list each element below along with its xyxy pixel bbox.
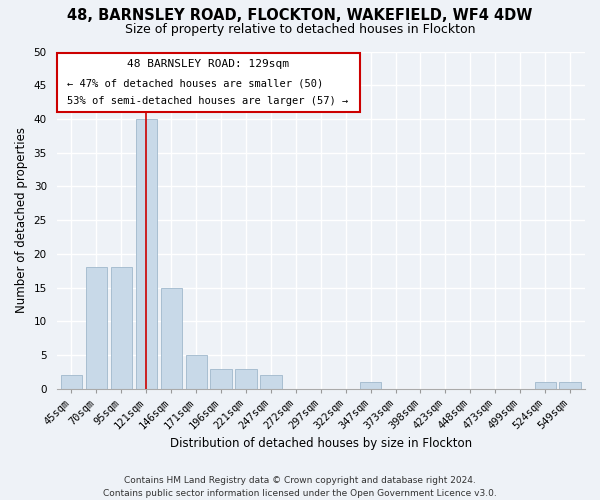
Bar [260,376,281,389]
Bar [235,368,257,389]
Bar [559,382,581,389]
Bar [535,382,556,389]
Bar [161,288,182,389]
Bar [185,355,207,389]
Bar [61,376,82,389]
Text: Size of property relative to detached houses in Flockton: Size of property relative to detached ho… [125,22,475,36]
Text: 48, BARNSLEY ROAD, FLOCKTON, WAKEFIELD, WF4 4DW: 48, BARNSLEY ROAD, FLOCKTON, WAKEFIELD, … [67,8,533,22]
Text: Contains HM Land Registry data © Crown copyright and database right 2024.
Contai: Contains HM Land Registry data © Crown c… [103,476,497,498]
Y-axis label: Number of detached properties: Number of detached properties [15,127,28,313]
Text: ← 47% of detached houses are smaller (50): ← 47% of detached houses are smaller (50… [67,78,323,88]
Text: 53% of semi-detached houses are larger (57) →: 53% of semi-detached houses are larger (… [67,96,349,106]
FancyBboxPatch shape [56,53,361,112]
Text: 48 BARNSLEY ROAD: 129sqm: 48 BARNSLEY ROAD: 129sqm [127,59,289,69]
X-axis label: Distribution of detached houses by size in Flockton: Distribution of detached houses by size … [170,437,472,450]
Bar [360,382,381,389]
Bar [136,119,157,389]
Bar [86,268,107,389]
Bar [111,268,132,389]
Bar [211,368,232,389]
